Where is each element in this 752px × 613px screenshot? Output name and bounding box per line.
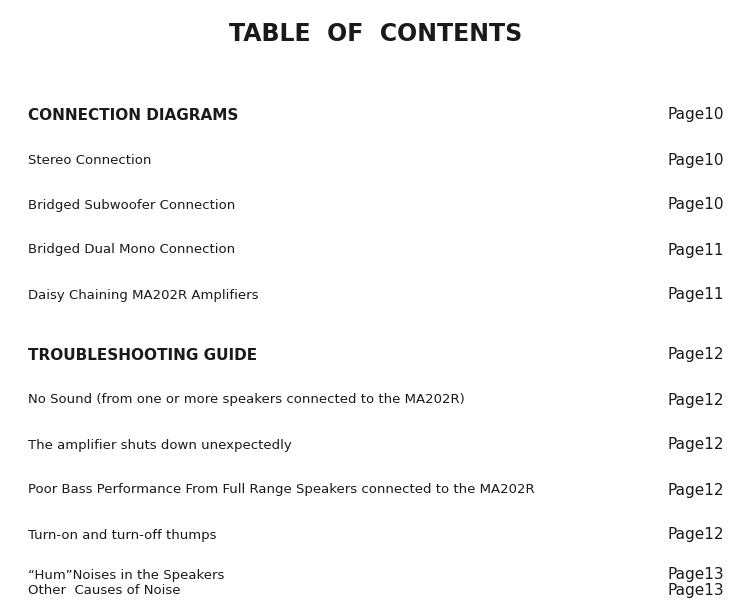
Text: Page10: Page10 xyxy=(668,107,724,123)
Text: Daisy Chaining MA202R Amplifiers: Daisy Chaining MA202R Amplifiers xyxy=(28,289,259,302)
Text: Page12: Page12 xyxy=(668,392,724,408)
Text: Bridged Subwoofer Connection: Bridged Subwoofer Connection xyxy=(28,199,235,211)
Text: Page12: Page12 xyxy=(668,348,724,362)
Text: Page13: Page13 xyxy=(667,568,724,582)
Text: Page11: Page11 xyxy=(668,243,724,257)
Text: TROUBLESHOOTING GUIDE: TROUBLESHOOTING GUIDE xyxy=(28,348,257,362)
Text: The amplifier shuts down unexpectedly: The amplifier shuts down unexpectedly xyxy=(28,438,292,452)
Text: Turn-on and turn-off thumps: Turn-on and turn-off thumps xyxy=(28,528,217,541)
Text: Other  Causes of Noise: Other Causes of Noise xyxy=(28,584,180,596)
Text: Page10: Page10 xyxy=(668,197,724,213)
Text: TABLE  OF  CONTENTS: TABLE OF CONTENTS xyxy=(229,22,523,46)
Text: “Hum”Noises in the Speakers: “Hum”Noises in the Speakers xyxy=(28,568,224,582)
Text: No Sound (from one or more speakers connected to the MA202R): No Sound (from one or more speakers conn… xyxy=(28,394,465,406)
Text: CONNECTION DIAGRAMS: CONNECTION DIAGRAMS xyxy=(28,107,238,123)
Text: Page13: Page13 xyxy=(667,582,724,598)
Text: Poor Bass Performance From Full Range Speakers connected to the MA202R: Poor Bass Performance From Full Range Sp… xyxy=(28,484,535,497)
Text: Page12: Page12 xyxy=(668,438,724,452)
Text: Page11: Page11 xyxy=(668,287,724,302)
Text: Page12: Page12 xyxy=(668,528,724,543)
Text: Page12: Page12 xyxy=(668,482,724,498)
Text: Bridged Dual Mono Connection: Bridged Dual Mono Connection xyxy=(28,243,235,256)
Text: Stereo Connection: Stereo Connection xyxy=(28,153,151,167)
Text: Page10: Page10 xyxy=(668,153,724,167)
